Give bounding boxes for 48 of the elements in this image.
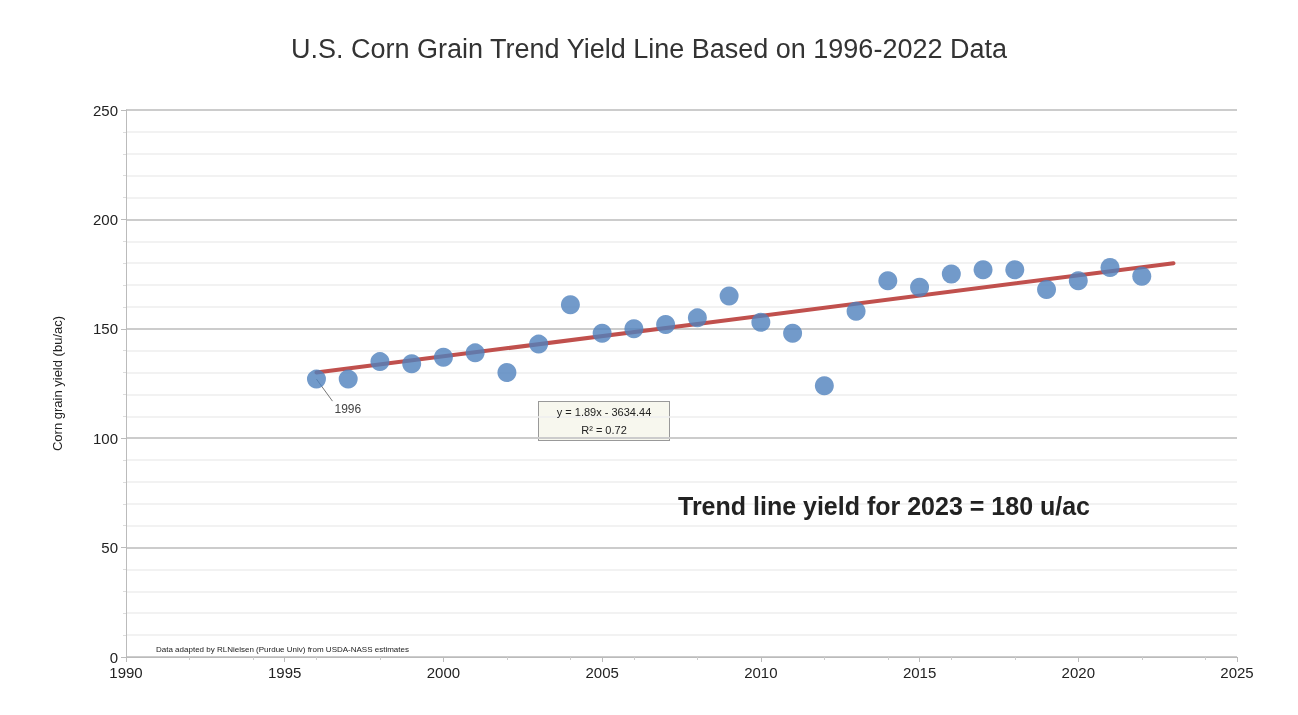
chart-title: U.S. Corn Grain Trend Yield Line Based on 1996-2022 Data bbox=[291, 33, 1008, 64]
point bbox=[941, 264, 961, 284]
x-tick-label: 2010 bbox=[744, 664, 778, 681]
y-axis-title: Corn grain yield (bu/ac) bbox=[50, 315, 65, 452]
y-tick-label: 150 bbox=[92, 320, 118, 338]
x-tick-label: 1990 bbox=[109, 664, 143, 681]
point bbox=[656, 314, 676, 334]
x-tick-label: 2015 bbox=[902, 664, 937, 681]
annotation: 1996 bbox=[334, 402, 362, 417]
point bbox=[1037, 279, 1057, 299]
y-tick-label: 100 bbox=[92, 429, 118, 447]
point bbox=[592, 323, 612, 343]
annotation: y = 1.89x - 3634.44 bbox=[556, 406, 652, 418]
y-tick-label: 50 bbox=[101, 539, 118, 557]
annotation: Data adapted by RLNielsen (Purdue Univ) from USDA-NASS estimates bbox=[156, 644, 409, 654]
point bbox=[1068, 271, 1088, 291]
y-tick-label: 200 bbox=[92, 210, 118, 228]
annotation: R² = 0.72 bbox=[581, 424, 627, 436]
x-tick-label: 2000 bbox=[426, 664, 461, 681]
point bbox=[751, 312, 771, 332]
point bbox=[1100, 258, 1120, 278]
x-tick-label: 2025 bbox=[1220, 664, 1254, 681]
point bbox=[560, 295, 580, 315]
point bbox=[846, 301, 866, 321]
point bbox=[465, 343, 485, 363]
point bbox=[878, 271, 898, 291]
point bbox=[624, 319, 644, 339]
point bbox=[687, 308, 707, 328]
point bbox=[719, 286, 739, 306]
x-tick-label: 1995 bbox=[268, 664, 302, 681]
point bbox=[1132, 266, 1152, 286]
y-tick-label: 0 bbox=[109, 648, 118, 666]
point bbox=[1005, 260, 1025, 280]
annotation: Trend line yield for 2023 = 180 u/ac bbox=[678, 492, 1091, 520]
point bbox=[338, 369, 358, 389]
y-tick-label: 250 bbox=[92, 101, 118, 119]
point bbox=[973, 260, 993, 280]
x-tick-label: 2005 bbox=[585, 664, 619, 681]
point bbox=[402, 354, 422, 374]
point bbox=[814, 376, 834, 396]
point bbox=[370, 352, 390, 372]
x-tick-label: 2020 bbox=[1061, 664, 1095, 681]
point bbox=[433, 347, 453, 367]
point bbox=[529, 334, 549, 354]
point bbox=[306, 369, 326, 389]
point bbox=[910, 277, 930, 297]
point bbox=[497, 363, 517, 383]
point bbox=[783, 323, 803, 343]
